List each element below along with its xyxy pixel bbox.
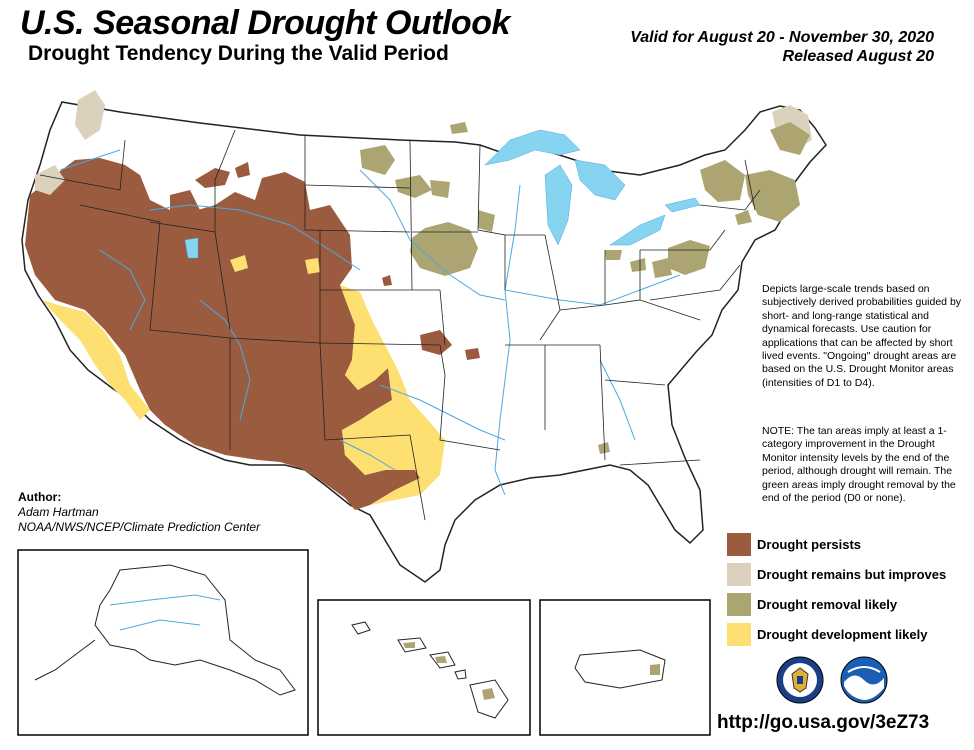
note-text: NOTE: The tan areas imply at least a 1-c… <box>762 425 956 505</box>
legend-item-persists: Drought persists <box>727 533 946 556</box>
legend-swatch <box>727 563 751 586</box>
author-name: Adam Hartman <box>18 505 99 519</box>
page-title: U.S. Seasonal Drought Outlook <box>20 4 510 42</box>
legend-swatch <box>727 623 751 646</box>
legend-label: Drought remains but improves <box>757 567 947 582</box>
alaska-outline <box>94 564 296 696</box>
state-borders <box>39 129 761 521</box>
legend: Drought persists Drought remains but imp… <box>727 533 946 653</box>
legend-item-improves: Drought remains but improves <box>727 563 946 586</box>
legend-swatch <box>727 533 751 556</box>
puerto-rico-outline <box>574 649 666 689</box>
drought-persists-areas <box>25 158 480 510</box>
drought-removal-areas <box>360 122 810 454</box>
legend-label: Drought persists <box>757 537 862 552</box>
info-url[interactable]: http://go.usa.gov/3eZ73 <box>717 712 930 733</box>
description-text: Depicts large-scale trends based on subj… <box>762 283 962 389</box>
author-org: NOAA/NWS/NCEP/Climate Prediction Center <box>18 520 261 534</box>
noaa-logo-icon <box>840 656 888 704</box>
legend-item-development: Drought development likely <box>727 623 946 646</box>
rivers <box>59 149 681 496</box>
legend-label: Drought development likely <box>757 627 928 642</box>
legend-label: Drought removal likely <box>757 597 898 612</box>
author-block: Author: Adam Hartman NOAA/NWS/NCEP/Clima… <box>18 490 260 535</box>
legend-swatch <box>727 593 751 616</box>
release-date: Released August 20 <box>782 48 934 65</box>
legend-item-removal: Drought removal likely <box>727 593 946 616</box>
valid-period: Valid for August 20 - November 30, 2020 <box>630 29 934 46</box>
drought-development-areas <box>42 255 445 505</box>
hawaii-inset <box>317 599 531 736</box>
page-subtitle: Drought Tendency During the Valid Period <box>28 42 449 65</box>
author-label: Author: <box>18 490 62 504</box>
department-of-commerce-seal-icon <box>776 656 824 704</box>
